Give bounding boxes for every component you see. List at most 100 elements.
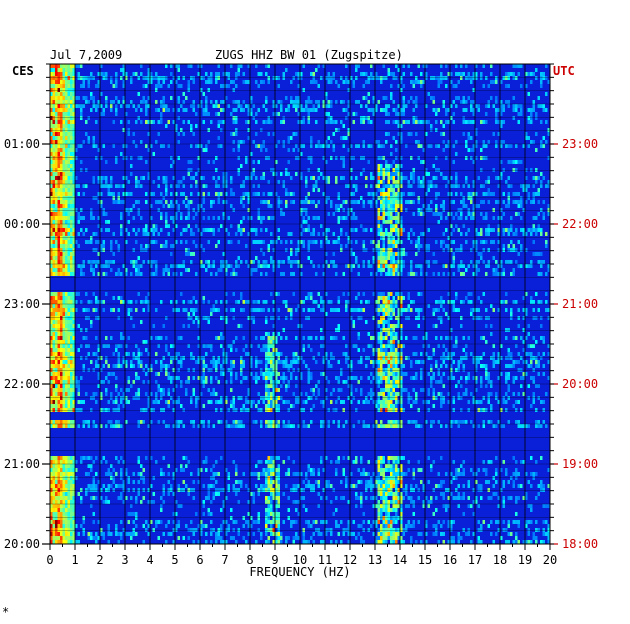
spectrogram-cell xyxy=(395,240,398,244)
spectrogram-cell xyxy=(92,76,95,80)
spectrogram-cell xyxy=(142,368,145,372)
spectrogram-cell xyxy=(60,360,63,364)
spectrogram-cell xyxy=(227,76,230,80)
spectrogram-cell xyxy=(132,248,135,252)
spectrogram-cell xyxy=(485,216,488,220)
spectrogram-cell xyxy=(52,192,55,196)
spectrogram-cell xyxy=(415,120,418,124)
spectrogram-cell xyxy=(497,108,500,112)
spectrogram-cell xyxy=(385,96,388,100)
spectrogram-cell xyxy=(417,244,420,248)
spectrogram-cell xyxy=(532,300,535,304)
spectrogram-cell xyxy=(277,100,280,104)
spectrogram-cell xyxy=(50,108,53,112)
spectrogram-cell xyxy=(350,316,353,320)
spectrogram-cell xyxy=(127,352,130,356)
spectrogram-cell xyxy=(350,268,353,272)
spectrogram-cell xyxy=(347,376,350,380)
spectrogram-cell xyxy=(85,344,88,348)
spectrogram-cell xyxy=(505,292,508,296)
spectrogram-cell xyxy=(387,384,390,388)
date-label: Jul 7,2009 xyxy=(50,48,122,62)
spectrogram-cell xyxy=(530,108,533,112)
spectrogram-cell xyxy=(417,156,420,160)
spectrogram-cell xyxy=(67,140,70,144)
spectrogram-cell xyxy=(395,172,398,176)
spectrogram-cell xyxy=(70,112,73,116)
spectrogram-cell xyxy=(75,292,78,296)
spectrogram-cell xyxy=(57,128,60,132)
spectrogram-cell xyxy=(535,180,538,184)
spectrogram-cell xyxy=(470,308,473,312)
spectrogram-cell xyxy=(207,368,210,372)
spectrogram-cell xyxy=(122,176,125,180)
spectrogram-cell xyxy=(525,312,528,316)
spectrogram-cell xyxy=(540,272,543,276)
spectrogram-cell xyxy=(50,120,53,124)
spectrogram-cell xyxy=(57,240,60,244)
spectrogram-cell xyxy=(100,204,103,208)
spectrogram-cell xyxy=(50,176,53,180)
spectrogram-cell xyxy=(55,376,58,380)
spectrogram-cell xyxy=(245,156,248,160)
spectrogram-cell xyxy=(390,300,393,304)
spectrogram-cell xyxy=(205,112,208,116)
spectrogram-cell xyxy=(535,316,538,320)
spectrogram-cell xyxy=(265,260,268,264)
spectrogram-cell xyxy=(475,232,478,236)
spectrogram-cell xyxy=(60,160,63,164)
spectrogram-cell xyxy=(70,384,73,388)
spectrogram-cell xyxy=(450,200,453,204)
spectrogram-cell xyxy=(380,356,383,360)
spectrogram-cell xyxy=(60,204,63,208)
spectrogram-cell xyxy=(535,148,538,152)
spectrogram-cell xyxy=(465,64,468,68)
spectrogram-cell xyxy=(70,216,73,220)
spectrogram-cell xyxy=(322,264,325,268)
spectrogram-cell xyxy=(340,100,343,104)
spectrogram-cell xyxy=(347,292,350,296)
spectrogram-cell xyxy=(127,220,130,224)
spectrogram-cell xyxy=(442,308,445,312)
spectrogram-cell xyxy=(227,72,230,76)
spectrogram-cell xyxy=(237,156,240,160)
spectrogram-cell xyxy=(52,340,55,344)
spectrogram-cell xyxy=(60,152,63,156)
spectrogram-cell xyxy=(160,392,163,396)
spectrogram-cell xyxy=(157,372,160,376)
spectrogram-cell xyxy=(267,156,270,160)
spectrogram-cell xyxy=(230,372,233,376)
spectrogram-cell xyxy=(317,388,320,392)
spectrogram-cell xyxy=(55,212,58,216)
spectrogram-cell xyxy=(432,388,435,392)
spectrogram-cell xyxy=(157,344,160,348)
spectrogram-cell xyxy=(270,216,273,220)
spectrogram-cell xyxy=(377,208,380,212)
spectrogram-cell xyxy=(337,396,340,400)
spectrogram-cell xyxy=(452,120,455,124)
spectrogram-cell xyxy=(85,356,88,360)
spectrogram-cell xyxy=(305,200,308,204)
spectrogram-cell xyxy=(272,268,275,272)
spectrogram-cell xyxy=(62,368,65,372)
spectrogram-cell xyxy=(307,248,310,252)
spectrogram-cell xyxy=(372,348,375,352)
spectrogram-cell xyxy=(487,84,490,88)
spectrogram-cell xyxy=(125,76,128,80)
spectrogram-cell xyxy=(210,204,213,208)
spectrogram-cell xyxy=(62,384,65,388)
spectrogram-cell xyxy=(52,324,55,328)
spectrogram-cell xyxy=(125,104,128,108)
spectrogram-cell xyxy=(537,104,540,108)
spectrogram-cell xyxy=(52,356,55,360)
spectrogram-cell xyxy=(385,76,388,80)
spectrogram-cell xyxy=(385,184,388,188)
spectrogram-cell xyxy=(67,364,70,368)
spectrogram-cell xyxy=(75,308,78,312)
spectrogram-cell xyxy=(362,264,365,268)
spectrogram-cell xyxy=(270,192,273,196)
spectrogram-cell xyxy=(172,308,175,312)
spectrogram-cell xyxy=(122,356,125,360)
spectrogram-cell xyxy=(390,272,393,276)
spectrogram-cell xyxy=(470,300,473,304)
